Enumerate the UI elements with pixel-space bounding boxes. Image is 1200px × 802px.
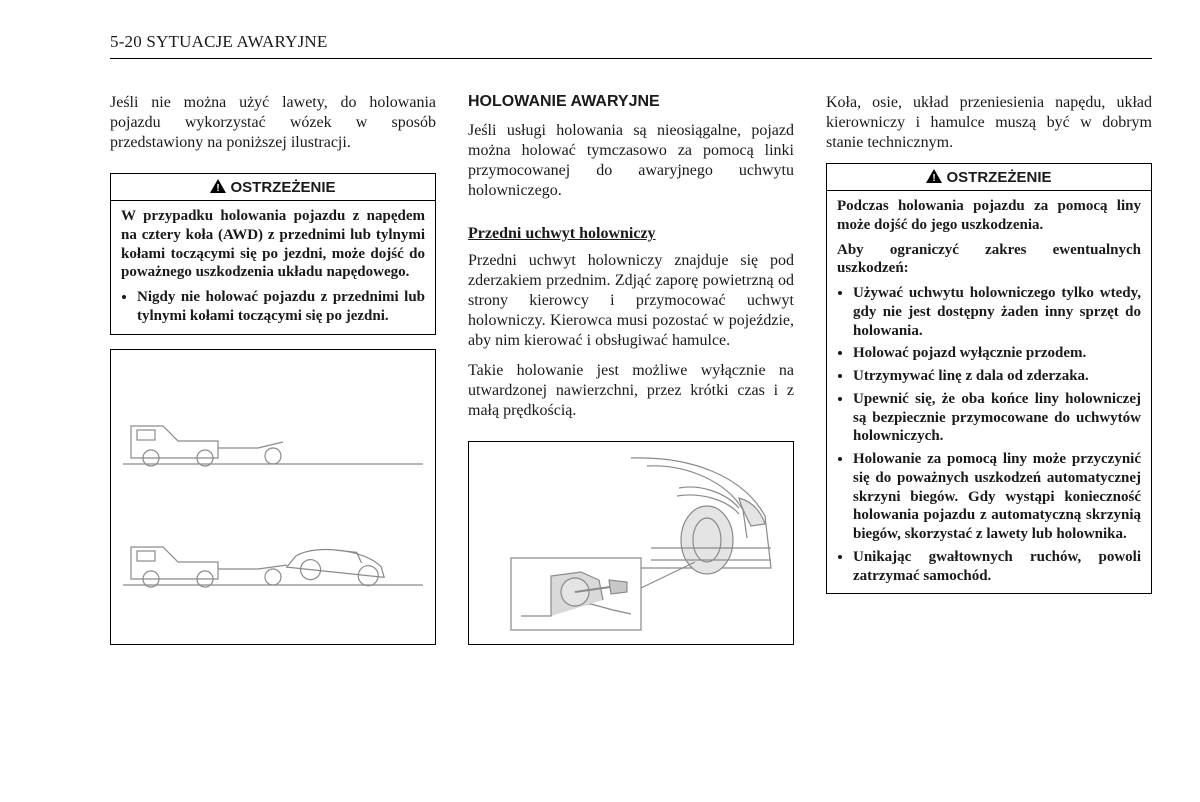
warning-triangle-icon: ! <box>926 169 942 187</box>
svg-text:!: ! <box>933 173 936 183</box>
svg-text:!: ! <box>217 183 220 193</box>
column-2: HOLOWANIE AWARYJNE Jeśli usługi holowani… <box>468 93 794 645</box>
header-rule <box>110 58 1152 59</box>
warn1-para: W przypadku holowania pojazdu z napędem … <box>121 207 425 282</box>
col3-para1: Koła, osie, układ przeniesienia napędu, … <box>826 93 1152 153</box>
warning-triangle-icon: ! <box>210 179 226 197</box>
col2-subheading: Przedni uchwyt holowniczy <box>468 225 794 243</box>
warning-label-2: OSTRZEŻENIE <box>946 169 1051 186</box>
warning-box-2: ! OSTRZEŻENIE Podczas holowania pojazdu … <box>826 163 1152 594</box>
col2-para3: Takie holowanie jest możliwe wyłącznie n… <box>468 361 794 421</box>
warn2-b5: Holowanie za pomocą liny może przyczynić… <box>853 450 1141 544</box>
column-1: Jeśli nie można użyć lawety, do holowani… <box>110 93 436 645</box>
towing-illustration-bottom <box>123 517 423 597</box>
col1-para1: Jeśli nie można użyć lawety, do holowani… <box>110 93 436 153</box>
warn2-b2: Holować pojazd wyłącznie przodem. <box>853 344 1141 363</box>
content-columns: Jeśli nie można użyć lawety, do holowani… <box>110 93 1152 645</box>
warning-heading-2: ! OSTRZEŻENIE <box>827 164 1151 191</box>
warning-heading-1: ! OSTRZEŻENIE <box>111 174 435 201</box>
warning-body-2: Podczas holowania pojazdu za pomocą liny… <box>827 191 1151 585</box>
warn2-b1: Używać uchwytu holowniczego tylko wtedy,… <box>853 284 1141 340</box>
page-header: 5-20 SYTUACJE AWARYJNE <box>110 32 1152 52</box>
tow-hook-illustration-box <box>468 441 794 645</box>
warning-box-1: ! OSTRZEŻENIE W przypadku holowania poja… <box>110 173 436 335</box>
towing-illustration-top <box>123 396 423 476</box>
column-3: Koła, osie, układ przeniesienia napędu, … <box>826 93 1152 645</box>
towing-illustration-box-1 <box>110 349 436 646</box>
warn2-b3: Utrzymywać linę z dala od zderzaka. <box>853 367 1141 386</box>
warn2-para2: Aby ograniczyć zakres ewentualnych uszko… <box>837 241 1141 279</box>
warning-body-1: W przypadku holowania pojazdu z napędem … <box>111 201 435 326</box>
tow-hook-illustration <box>481 448 781 638</box>
warn2-para1: Podczas holowania pojazdu za pomocą liny… <box>837 197 1141 235</box>
warn2-b4: Upewnić się, że oba końce liny holownicz… <box>853 390 1141 446</box>
warn2-b6: Unikając gwałtownych ruchów, powoli zatr… <box>853 548 1141 586</box>
col2-para2: Przedni uchwyt holowniczy znajduje się p… <box>468 251 794 351</box>
col2-para1: Jeśli usługi holowania są nieosiągalne, … <box>468 121 794 201</box>
col2-heading: HOLOWANIE AWARYJNE <box>468 93 794 111</box>
warning-label-1: OSTRZEŻENIE <box>230 179 335 196</box>
warn1-bullet1: Nigdy nie holować pojazdu z przednimi lu… <box>137 288 425 326</box>
